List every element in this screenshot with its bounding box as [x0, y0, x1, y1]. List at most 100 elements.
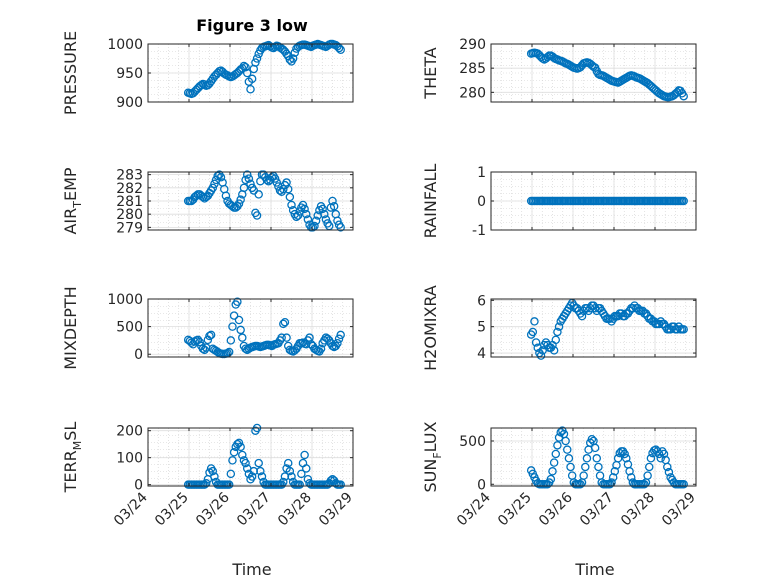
data-point	[549, 458, 559, 467]
y-tick-label: 0	[134, 478, 143, 494]
data-point	[228, 322, 237, 331]
data-point	[564, 454, 574, 463]
data-point	[241, 458, 250, 468]
data-point	[587, 435, 597, 444]
data-point	[293, 211, 303, 220]
data-point	[625, 467, 634, 476]
y-tick-label: 285	[459, 61, 486, 77]
y-axis-label: THETA	[421, 47, 440, 99]
y-tick-label: 4	[477, 346, 486, 362]
data-point	[238, 450, 247, 460]
data-point	[326, 476, 336, 485]
data-point	[553, 441, 562, 450]
y-tick-label: 1	[477, 165, 486, 181]
y-tick-label: 100	[116, 451, 143, 467]
data-point	[643, 471, 652, 480]
y-tick-label: 900	[116, 95, 143, 111]
data-point	[279, 319, 288, 329]
x-tick-label: 03/28	[618, 490, 658, 530]
panel-mixdepth: 0 500 1000 MIXDEPTH	[61, 286, 354, 370]
x-tick-label: 03/27	[577, 490, 617, 530]
data-point	[613, 454, 623, 463]
x-tick-label: 03/25	[152, 490, 192, 530]
data-point	[553, 327, 562, 337]
data-point	[328, 196, 337, 206]
panel-h2omixra: 4 5 6 H2OMIXRA	[421, 285, 697, 371]
x-tick-label: 03/25	[495, 490, 535, 530]
axes-box	[490, 43, 697, 103]
data-point	[287, 472, 296, 481]
data-point	[566, 462, 575, 472]
data-point	[302, 209, 311, 219]
data-point	[663, 462, 672, 472]
y-tick-label: 200	[116, 424, 143, 440]
data-point	[302, 464, 311, 473]
y-axis-label: SUNFLUX	[421, 421, 444, 492]
data-point	[283, 184, 293, 194]
x-axis-label-right: Time	[574, 560, 614, 579]
data-point	[238, 333, 247, 342]
data-point	[582, 454, 592, 463]
data-point	[640, 480, 649, 489]
data-point	[242, 170, 252, 179]
y-tick-label: 282	[116, 181, 143, 197]
data-point	[262, 175, 272, 185]
data-point	[311, 216, 321, 226]
data-point	[229, 311, 239, 320]
y-axis-label: PRESSURE	[61, 31, 80, 115]
data-point	[229, 448, 239, 457]
y-tick-label: 279	[116, 220, 143, 236]
data-point	[280, 317, 290, 327]
data-point	[336, 480, 345, 489]
data-point	[610, 467, 620, 476]
data-point	[216, 173, 226, 182]
data-point	[333, 216, 342, 226]
data-point	[251, 58, 260, 67]
x-tick-label: 03/24	[454, 489, 494, 529]
y-tick-label: 1000	[107, 292, 143, 308]
data-point	[282, 333, 291, 342]
data-point	[551, 335, 561, 345]
data-point	[208, 183, 218, 193]
data-point	[321, 215, 331, 224]
data-point	[336, 45, 345, 55]
data-point	[551, 449, 561, 459]
data-point	[577, 311, 587, 321]
data-point	[210, 179, 219, 189]
y-tick-label: 280	[459, 85, 486, 101]
data-point	[592, 454, 602, 463]
data-point	[198, 192, 208, 202]
data-point	[320, 209, 329, 219]
data-point	[549, 346, 559, 355]
data-point	[205, 331, 214, 341]
x-tick-label: 03/29	[316, 490, 356, 530]
y-tick-label: 0	[477, 477, 486, 493]
panel-rainfall: -1 0 1 RAINFALL	[421, 164, 697, 239]
data-point	[297, 469, 306, 479]
data-point	[679, 91, 688, 101]
data-point	[554, 322, 564, 331]
data-point	[270, 174, 280, 183]
data-point	[277, 333, 286, 342]
data-point	[336, 330, 345, 340]
panel-theta: 280 285 290 THETA	[421, 37, 697, 103]
data-point	[300, 204, 309, 214]
data-point	[530, 317, 539, 326]
data-point	[279, 184, 288, 194]
data-point	[590, 443, 600, 453]
y-tick-label: 290	[459, 37, 486, 53]
data-point	[329, 202, 339, 211]
data-point	[300, 450, 309, 460]
y-axis-label: RAINFALL	[421, 164, 440, 239]
data-point	[536, 351, 546, 360]
data-point	[298, 200, 308, 210]
data-point	[257, 472, 267, 481]
y-axis-label: AIRTEMP	[61, 167, 84, 234]
data-point	[334, 334, 344, 344]
data-point	[233, 297, 242, 307]
data-point	[608, 473, 618, 482]
axes-box	[147, 298, 354, 358]
data-point	[246, 179, 255, 189]
data-point	[622, 454, 631, 463]
